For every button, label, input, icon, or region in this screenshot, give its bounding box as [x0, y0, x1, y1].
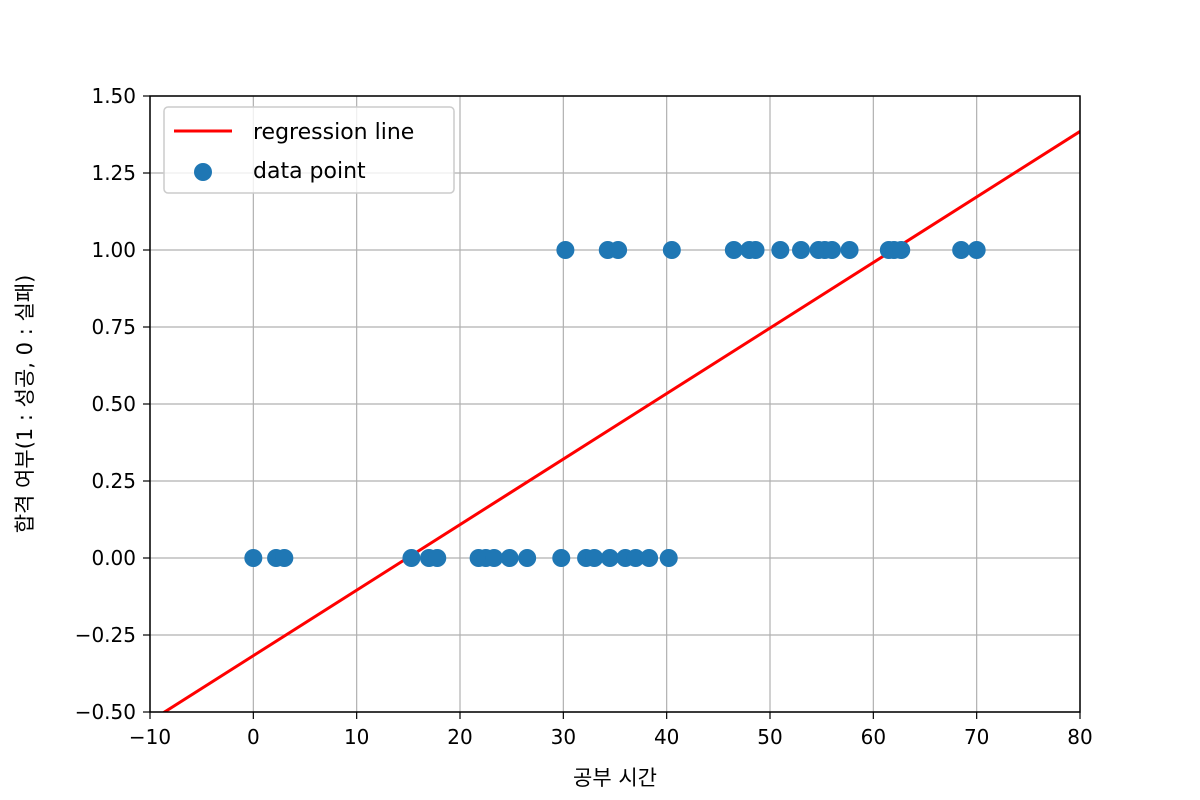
y-tick-label: 1.00: [91, 238, 136, 262]
data-point: [626, 549, 645, 567]
data-point: [600, 549, 619, 567]
data-point: [609, 241, 628, 259]
data-point: [662, 241, 681, 259]
y-tick-label: 0.00: [91, 546, 136, 570]
y-axis-label: 합격 여부(1 : 성공, 0 : 실패): [13, 275, 37, 534]
regression-line: [161, 130, 1080, 712]
data-point: [840, 241, 859, 259]
data-point: [892, 241, 911, 259]
data-point: [952, 241, 971, 259]
axis-ticks: −10 0 10 20 30 40 50 60 70 80 −0.50 −0.25 0.00 0.25 0.…: [75, 84, 1093, 749]
y-tick-label: 0.75: [91, 315, 136, 339]
legend-box: [163, 106, 455, 194]
data-point: [724, 241, 743, 259]
data-point: [500, 549, 519, 567]
x-tick-label: 60: [861, 725, 886, 749]
data-point: [485, 549, 504, 567]
y-tick-label: 1.25: [91, 161, 136, 185]
x-tick-label: 70: [964, 725, 989, 749]
x-tick-label: 20: [447, 725, 472, 749]
x-tick-label: 0: [247, 725, 260, 749]
data-point: [244, 549, 263, 567]
data-point: [771, 241, 790, 259]
data-point: [823, 241, 841, 259]
legend-label-data-point: data point: [253, 159, 366, 184]
data-point: [402, 549, 421, 567]
y-tick-label: 0.50: [91, 392, 136, 416]
data-point: [659, 549, 678, 567]
x-tick-label: 30: [551, 725, 576, 749]
data-point: [640, 549, 659, 567]
plot-area: [161, 130, 1080, 712]
data-point: [518, 549, 537, 567]
y-tick-label: 0.25: [91, 469, 136, 493]
x-tick-label: 10: [344, 725, 369, 749]
data-point: [792, 241, 810, 259]
data-point: [556, 241, 575, 259]
legend-swatch-data-point: [194, 163, 212, 181]
legend-label-regression-line: regression line: [253, 120, 414, 145]
data-point: [585, 549, 604, 567]
x-tick-label: 80: [1067, 725, 1092, 749]
x-tick-label: −10: [129, 725, 171, 749]
x-axis-label: 공부 시간: [573, 766, 657, 790]
data-point: [967, 241, 986, 259]
y-tick-label: 1.50: [91, 84, 136, 108]
x-tick-label: 50: [757, 725, 782, 749]
data-point: [428, 549, 447, 567]
data-point: [746, 241, 765, 259]
legend: regression line data point: [163, 106, 455, 194]
y-tick-label: −0.25: [75, 623, 136, 647]
data-point: [275, 549, 294, 567]
x-tick-label: 40: [654, 725, 679, 749]
y-tick-label: −0.50: [75, 700, 136, 724]
data-point: [552, 549, 571, 567]
